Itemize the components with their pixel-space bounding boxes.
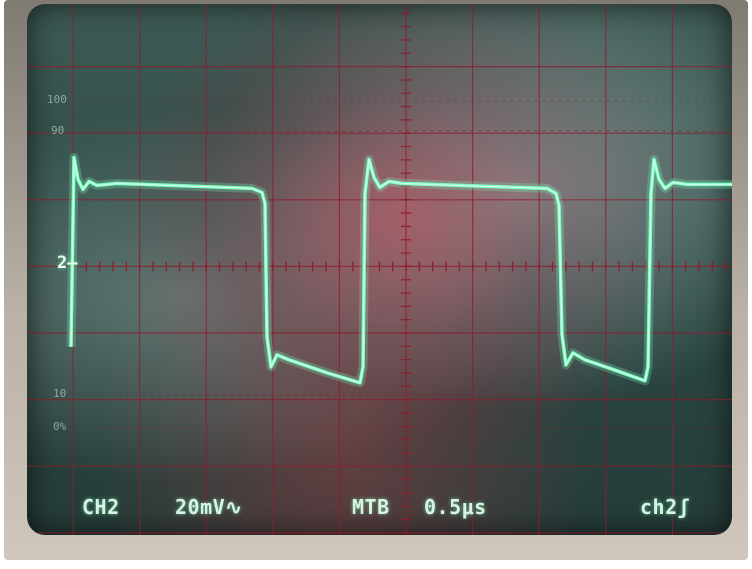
marker-arrow-icon: –	[67, 253, 78, 273]
percent-0-label: 0%	[53, 420, 67, 433]
time-per-div-readout: 0.5μs	[424, 495, 487, 519]
percent-100-label: 100	[47, 93, 67, 106]
channel-readout: CH2	[82, 495, 120, 519]
waveform-glow	[66, 152, 732, 388]
oscilloscope-bezel: 100 90 10 0% 2– CH2 20mV∿ MTB 0.5μs ch2ʃ	[4, 0, 748, 560]
timebase-label: MTB	[352, 495, 390, 519]
graticule	[27, 4, 732, 535]
trigger-source-readout: ch2ʃ	[640, 495, 691, 519]
waveform-highlight	[70, 157, 732, 384]
channel-ground-marker: 2–	[57, 253, 78, 273]
waveform-line	[69, 155, 732, 385]
percent-90-label: 90	[51, 124, 65, 137]
channel-marker-number: 2	[57, 253, 68, 273]
oscilloscope-screen: 100 90 10 0% 2– CH2 20mV∿ MTB 0.5μs ch2ʃ	[27, 4, 732, 535]
percent-10-label: 10	[53, 387, 67, 400]
waveform-trace	[66, 152, 732, 388]
volts-per-div-readout: 20mV∿	[175, 495, 243, 519]
